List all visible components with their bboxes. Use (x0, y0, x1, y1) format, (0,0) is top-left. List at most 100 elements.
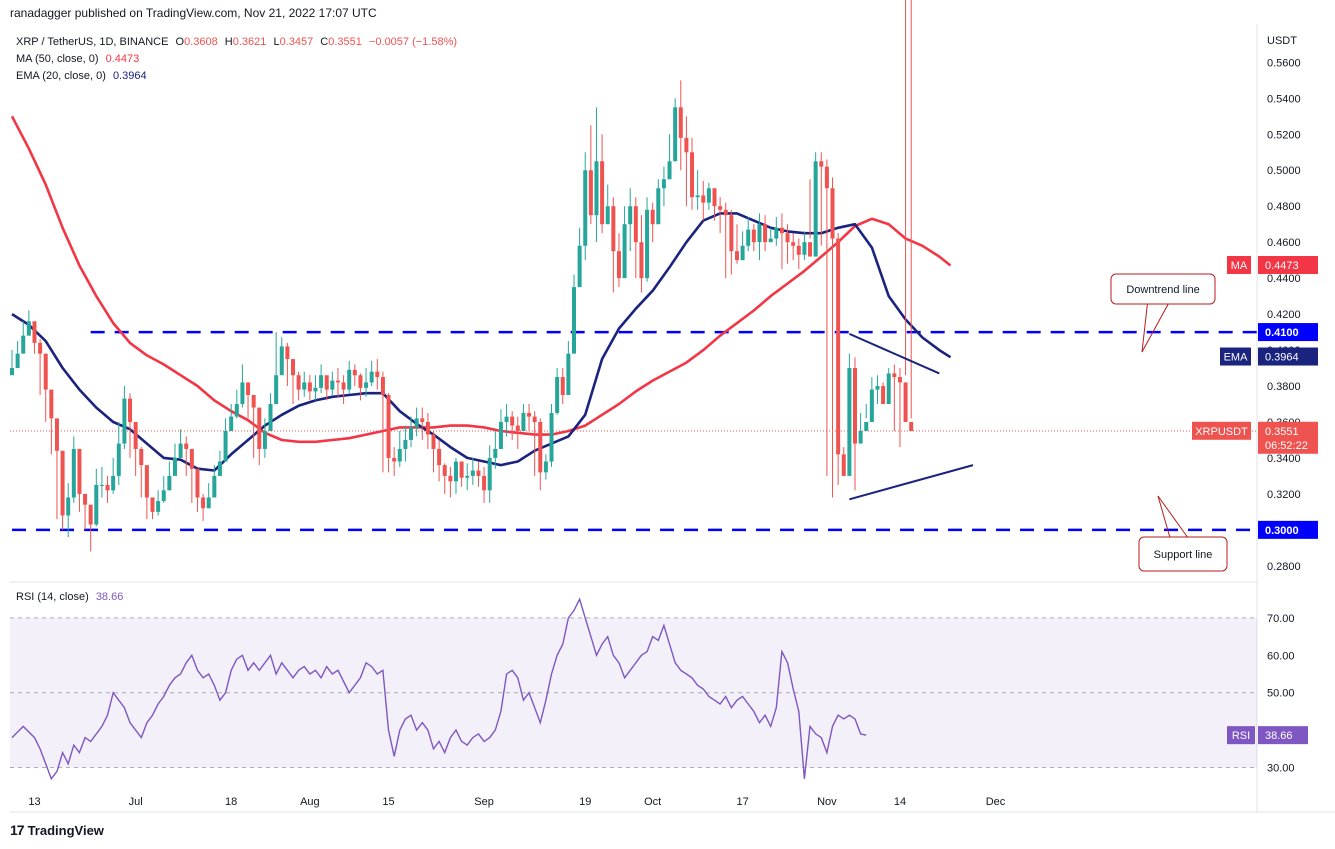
candle (763, 215, 768, 252)
price-tag-ma: MA 0.4473 (1227, 256, 1318, 275)
candle-body (291, 359, 295, 376)
date-tick-label: Dec (986, 796, 1006, 808)
downtrend-callout-box (1110, 273, 1216, 305)
candle (279, 337, 284, 376)
candle (195, 468, 200, 512)
candle-body (15, 353, 20, 369)
candle (83, 493, 88, 530)
candle-body (521, 412, 526, 431)
candle (847, 353, 852, 476)
candle-body (392, 457, 397, 462)
candle (875, 375, 880, 404)
candle (853, 357, 857, 491)
candle-body (628, 206, 633, 225)
rsi-legend[interactable]: RSI (14, close) 38.66 (16, 591, 123, 603)
date-tick-label: Oct (644, 796, 661, 808)
downtrend-callout: Downtrend line (1110, 273, 1216, 353)
candle-body (217, 461, 222, 476)
candle-body (10, 368, 14, 376)
candle-body (819, 161, 824, 167)
annotations[interactable]: Downtrend line Support line (848, 273, 1228, 572)
price-tick-label: 0.5600 (1267, 57, 1301, 69)
candle-body (335, 380, 340, 383)
ema-legend[interactable]: EMA (20, close, 0) 0.3964 (16, 70, 147, 82)
candle (819, 152, 824, 246)
date-tick-label: Sep (474, 796, 494, 808)
candle-body (869, 389, 874, 422)
candle-body (358, 375, 363, 388)
candle-body (437, 448, 442, 466)
downtrend-callout-text: Downtrend line (1126, 284, 1199, 296)
candle (240, 364, 245, 408)
open-label: O (175, 36, 185, 48)
candle (723, 202, 728, 279)
price-tag-name: MA (1231, 260, 1248, 272)
price-tag-value: 0.4473 (1265, 260, 1299, 272)
ema20-line (11, 212, 952, 472)
candle (886, 368, 891, 404)
candle (133, 421, 138, 476)
candle-body (172, 457, 177, 476)
candle-body (493, 448, 498, 458)
price-tick-label: 0.5400 (1267, 93, 1301, 105)
candle (302, 371, 307, 397)
candle-body (622, 224, 627, 279)
candle-body (616, 251, 621, 279)
candle-body (639, 242, 644, 279)
tradingview-footer[interactable]: 17 TradingView (10, 822, 104, 838)
candle-body (139, 448, 144, 466)
candle (150, 497, 155, 520)
candle-body (240, 382, 245, 404)
candle-body (88, 504, 93, 525)
candle (482, 466, 487, 503)
candle-body (858, 430, 863, 444)
candle-body (594, 161, 599, 216)
candle-body (285, 346, 290, 360)
candle-body (661, 179, 666, 189)
candle (206, 483, 211, 509)
candle-body (763, 224, 768, 243)
ma-legend[interactable]: MA (50, close, 0) 0.4473 (16, 53, 139, 65)
candle-body (223, 430, 228, 462)
candle (296, 371, 301, 401)
candle-body (268, 403, 273, 431)
candle (600, 134, 605, 234)
candle (10, 350, 14, 376)
candle (858, 412, 863, 444)
candle (583, 152, 588, 261)
rsi-legend-label: RSI (14, close) (16, 591, 89, 603)
candle-body (723, 209, 728, 216)
price-tick-label: 0.3800 (1267, 381, 1301, 393)
support-callout-pointer (1157, 495, 1171, 538)
symbol-label[interactable]: XRP / TetherUS, 1D, BINANCE (16, 36, 169, 48)
candle-body (645, 209, 650, 279)
candle (515, 416, 520, 449)
candle (105, 475, 110, 503)
candle (442, 463, 447, 494)
price-tag-name: EMA (1224, 352, 1249, 364)
downtrend-callout-pointer (1141, 303, 1169, 353)
candle-body (257, 407, 262, 449)
candle (409, 416, 414, 448)
ma50-line (10, 115, 952, 444)
candle-body (459, 461, 464, 478)
candle (836, 233, 841, 485)
candle (903, 0, 908, 422)
price-tag-value: 0.3964 (1265, 352, 1299, 364)
candle (909, 0, 914, 431)
candle (678, 80, 683, 171)
candle (319, 364, 324, 394)
candle-body (583, 170, 588, 246)
candle-body (403, 439, 408, 449)
horizontal-levels[interactable] (10, 330, 1257, 532)
candle-body (60, 450, 65, 516)
candle-body (566, 353, 571, 396)
candle (201, 493, 206, 521)
candle-body (476, 470, 481, 476)
candle (740, 231, 745, 261)
date-tick-label: 18 (225, 796, 237, 808)
candle-body (330, 380, 335, 390)
candle (262, 418, 267, 458)
candle-body (841, 454, 846, 476)
